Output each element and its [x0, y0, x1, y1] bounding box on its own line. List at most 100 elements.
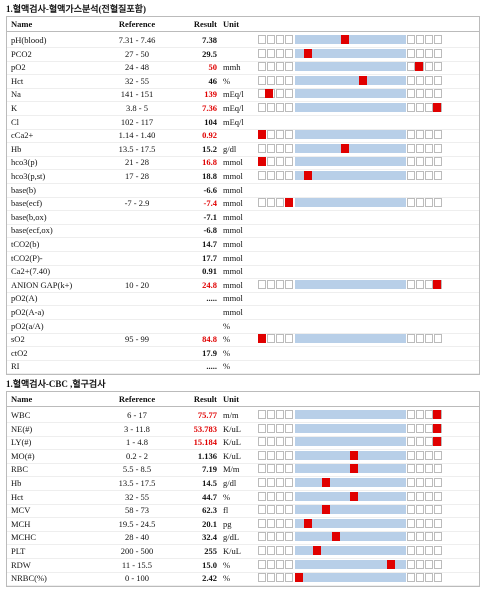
gauge-cell — [258, 478, 266, 487]
gauge-cell — [285, 410, 293, 419]
gauge-cell — [425, 35, 433, 44]
gauge-cell — [276, 464, 284, 474]
gauge-cell — [407, 491, 415, 501]
gauge-cell — [434, 89, 442, 99]
test-name: tCO2(b) — [11, 239, 40, 249]
gauge-cell — [407, 532, 415, 542]
gauge-cell — [285, 559, 293, 569]
unit: mmol — [223, 307, 243, 317]
result-row: NE(#) 3 - 11.8 53.783 K/uL — [7, 422, 479, 437]
result-row: WBC 6 - 17 75.77 m/m — [7, 408, 479, 423]
unit: M/m — [223, 464, 240, 475]
gauge-cell — [416, 157, 424, 167]
gauge-marker — [322, 478, 331, 487]
gauge-cell — [407, 410, 415, 419]
test-name: pO2(A) — [11, 293, 38, 304]
gauge-marker — [350, 464, 359, 474]
result: ..... — [206, 361, 217, 372]
result-row: Hct 32 - 55 46% — [7, 74, 479, 89]
gauge-range — [295, 505, 406, 515]
gauge-marker — [265, 89, 274, 99]
result-row: RDW 11 - 15.5 15.0% — [7, 558, 479, 573]
gauge-cell — [267, 532, 275, 542]
gauge-cell — [434, 546, 442, 555]
result-row: base(ecf,ox) -6.8 mmol — [7, 223, 479, 239]
test-name: PCO2 — [11, 48, 32, 59]
reference: 13.5 - 17.5 — [118, 143, 156, 154]
reference: 7.31 - 7.46 — [118, 35, 156, 45]
gauge-cell — [267, 171, 275, 180]
gauge-cell — [285, 62, 293, 72]
unit: mmh — [223, 62, 241, 73]
gauge-cell — [425, 437, 433, 447]
test-name: NE(#) — [11, 423, 33, 434]
result-row: hco3(p) 21 - 28 16.8 mmol — [7, 155, 479, 171]
gauge-cell — [416, 559, 424, 569]
gauge-cell — [425, 491, 433, 501]
gauge-cell — [276, 334, 284, 344]
gauge-cell — [276, 573, 284, 583]
gauge-cell — [434, 518, 442, 528]
gauge-cell — [416, 48, 424, 58]
test-name: base(b) — [11, 184, 37, 195]
gauge-range — [295, 437, 406, 447]
gauge-cell — [407, 559, 415, 569]
gauge-cell — [407, 478, 415, 487]
gauge-marker — [433, 103, 442, 112]
gauge-cell — [425, 423, 433, 433]
gauge-range — [295, 62, 406, 72]
result: 53.783 — [193, 423, 217, 434]
result-row: pO2(A)..... mmol — [7, 291, 479, 307]
test-name: Ca2+(7.40) — [11, 266, 51, 277]
result: 0.92 — [202, 130, 217, 141]
unit: % — [223, 361, 231, 372]
test-name: WBC — [11, 410, 31, 420]
test-name: Hct — [11, 491, 24, 502]
gauge-cell — [416, 464, 424, 474]
gauge-cell — [425, 532, 433, 542]
test-name: base(ecf,ox) — [11, 225, 53, 236]
reference: 32 - 55 — [124, 491, 150, 502]
test-name: pO2(A-a) — [11, 307, 45, 317]
gauge-range — [295, 103, 406, 112]
gauge-cell — [416, 35, 424, 44]
header-reference: Reference — [118, 394, 156, 404]
result: ..... — [206, 293, 217, 304]
gauge-cell — [276, 62, 284, 72]
gauge-cell — [267, 48, 275, 58]
gauge-cell — [258, 546, 266, 555]
gauge-cell — [425, 198, 433, 208]
gauge-cell — [258, 573, 266, 583]
table: Name Reference Result Unit pH(blood) 7.31 - 7… — [6, 16, 480, 375]
gauge-cell — [434, 48, 442, 58]
gauge-cell — [285, 334, 293, 344]
gauge-cell — [276, 171, 284, 180]
test-name: Na — [11, 89, 21, 100]
gauge-cell — [416, 334, 424, 344]
gauge-cell — [425, 410, 433, 419]
header-unit: Unit — [223, 394, 240, 404]
gauge-cell — [258, 62, 266, 72]
gauge-cell — [285, 532, 293, 542]
gauge-cell — [258, 505, 266, 515]
gauge-cell — [276, 450, 284, 460]
reference: 0 - 100 — [124, 573, 150, 584]
gauge-cell — [416, 198, 424, 208]
gauge-marker — [433, 279, 442, 289]
reference: 200 - 500 — [120, 546, 154, 556]
gauge-cell — [267, 573, 275, 583]
reference: 58 - 73 — [124, 505, 150, 516]
gauge-marker — [322, 505, 331, 515]
gauge-cell — [285, 423, 293, 433]
gauge-cell — [258, 410, 266, 419]
result: 7.19 — [202, 464, 217, 475]
gauge-cell — [258, 532, 266, 542]
result-row: pO2(a/A)% — [7, 319, 479, 334]
result-row: Na 141 - 151 139 mEq/l — [7, 87, 479, 103]
gauge-cell — [416, 143, 424, 153]
gauge-range — [295, 410, 406, 419]
gauge-cell — [434, 171, 442, 180]
unit: mmol — [223, 184, 243, 195]
test-name: RDW — [11, 559, 31, 570]
gauge-cell — [407, 75, 415, 85]
